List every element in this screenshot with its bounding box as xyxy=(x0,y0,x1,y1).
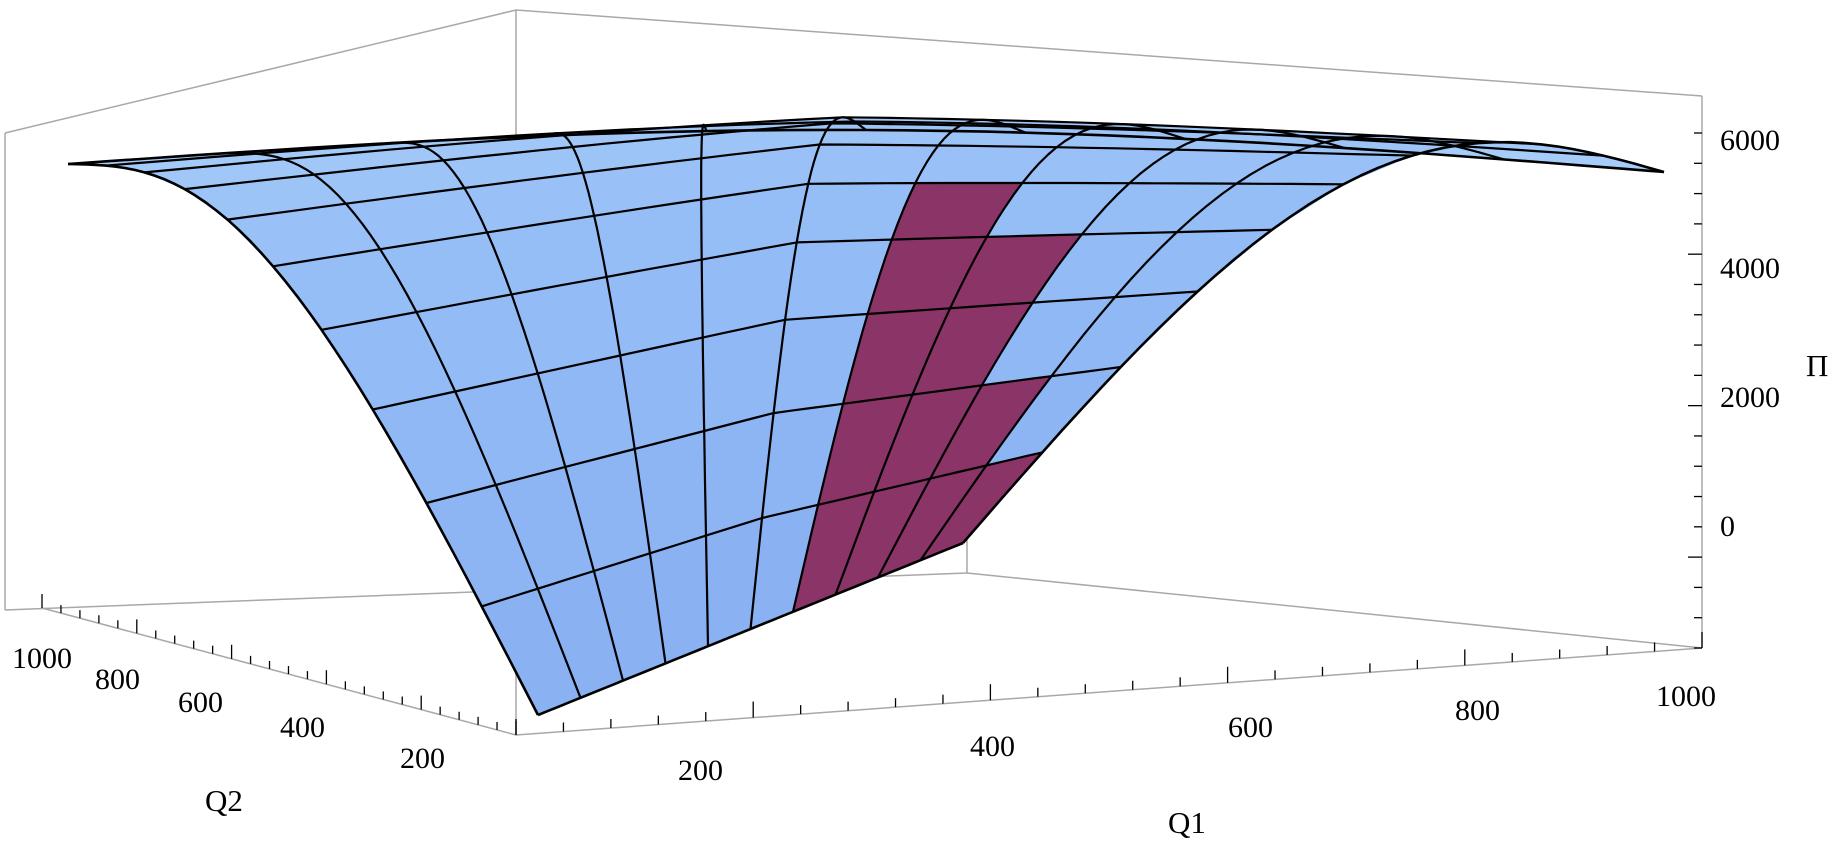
mesh-line-q2 xyxy=(67,128,1665,174)
box-edge xyxy=(4,9,517,134)
mesh-line-q2 xyxy=(272,181,1344,268)
q2-tick-label: 400 xyxy=(280,711,325,744)
q1-tick-label: 200 xyxy=(678,754,723,787)
box-edge xyxy=(966,572,1703,649)
box-edge xyxy=(515,647,1703,736)
pi-tick-label: 2000 xyxy=(1720,381,1780,414)
mesh-line-q2 xyxy=(144,116,1542,174)
plot-box-front xyxy=(41,607,1703,736)
box-edge xyxy=(41,607,517,736)
q2-axis-tick-labels: 1000 800 600 400 200 xyxy=(12,642,445,775)
pi-tick-label: 6000 xyxy=(1720,124,1780,157)
mesh-line-q1 xyxy=(919,134,1505,561)
q1-tick-label: 400 xyxy=(970,730,1015,763)
pi-axis-label: Π xyxy=(1806,348,1828,383)
q1-tick-label: 800 xyxy=(1455,694,1500,727)
q2-axis-label: Q2 xyxy=(205,783,243,818)
q2-tick-label: 1000 xyxy=(12,642,72,675)
box-edge xyxy=(515,9,1703,97)
pi-axis-tick-labels: 0 2000 4000 6000 xyxy=(1720,124,1780,543)
mesh-line-q2 xyxy=(227,143,1413,221)
q1-axis-label: Q1 xyxy=(1168,805,1206,840)
q1-tick-label: 600 xyxy=(1228,711,1273,744)
surface xyxy=(67,116,1665,717)
pi-tick-label: 4000 xyxy=(1720,252,1780,285)
q2-tick-label: 800 xyxy=(95,663,140,696)
surface-cell xyxy=(819,122,962,146)
q2-tick-label: 200 xyxy=(400,742,445,775)
q2-tick-label: 600 xyxy=(178,686,223,719)
mesh-line-q1 xyxy=(962,140,1665,544)
axis-ticks xyxy=(41,132,1703,735)
q1-axis-tick-labels: 200 400 600 800 1000 xyxy=(678,680,1716,787)
q1-tick-label: 1000 xyxy=(1656,680,1716,713)
pi-tick-label: 0 xyxy=(1720,510,1735,543)
